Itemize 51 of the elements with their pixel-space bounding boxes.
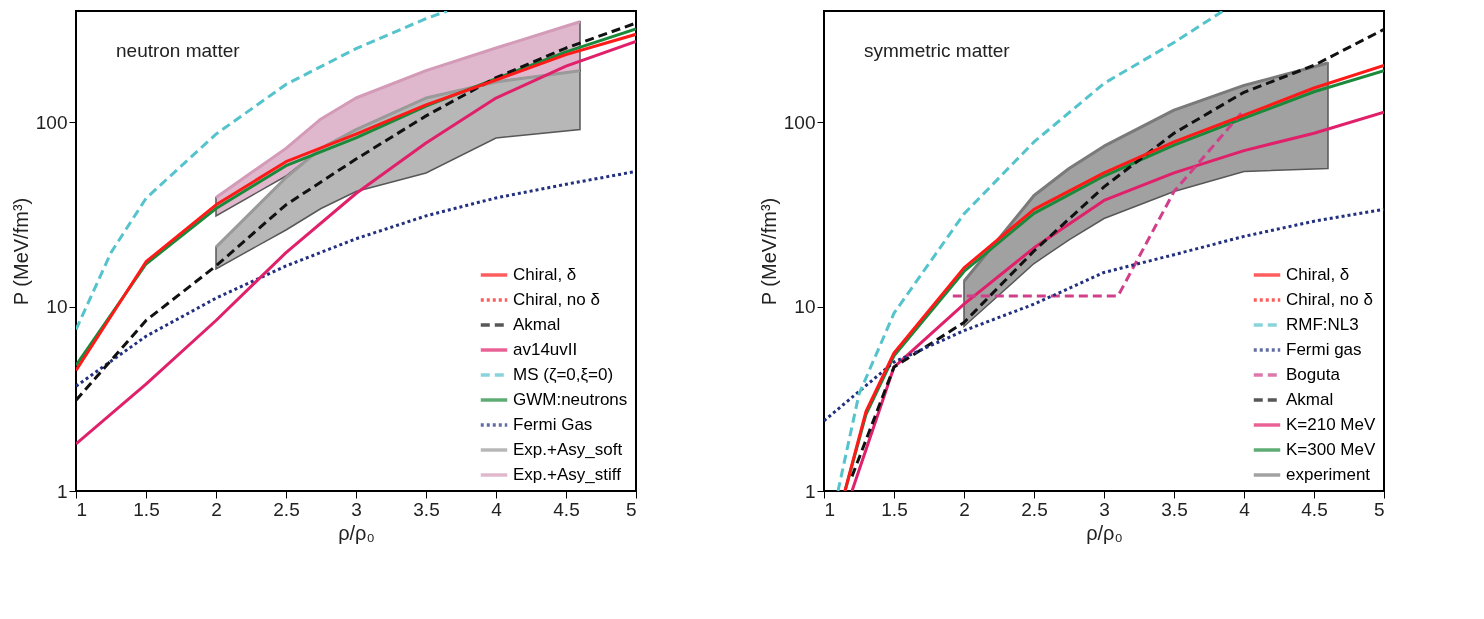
- x-tick-label: 1.5: [881, 498, 908, 520]
- x-tick-label: 2: [959, 498, 970, 520]
- x-tick-label: 5: [625, 498, 637, 520]
- x-tick-label: 3: [351, 498, 362, 520]
- legend-label: Fermi Gas: [513, 415, 593, 434]
- legend-label: Exp.+Asy_stiff: [513, 465, 622, 484]
- legend-label: Chiral, no δ: [513, 290, 600, 309]
- x-tick-label: 1: [824, 498, 836, 520]
- legend-label: MS (ζ=0,ξ=0): [513, 365, 614, 384]
- x-tick-label: 4.5: [1301, 498, 1328, 520]
- x-tick-label: 3.5: [413, 498, 440, 520]
- legend-label: av14uvII: [513, 340, 578, 359]
- y-axis-title: P (MeV/fm³): [9, 197, 32, 306]
- text: neutron matter: [116, 40, 241, 61]
- x-tick-label: 4.5: [553, 498, 580, 520]
- x-axis-title: ρ/ρ₀: [338, 521, 375, 544]
- x-tick-label: 1: [76, 498, 88, 520]
- legend-label: Chiral, no δ: [1286, 290, 1373, 309]
- x-axis-title: ρ/ρ₀: [1086, 521, 1123, 544]
- x-tick-label: 4: [491, 498, 503, 520]
- legend-label: Chiral, δ: [513, 265, 577, 284]
- legend-label: Fermi gas: [1286, 340, 1362, 359]
- x-tick-label: 3.5: [1161, 498, 1188, 520]
- x-tick-label: 2.5: [1021, 498, 1048, 520]
- y-tick-label: 10: [46, 296, 68, 318]
- line-series: [76, 11, 449, 332]
- y-tick-label: 100: [35, 111, 68, 133]
- line-series: [836, 11, 1225, 491]
- legend-label: Chiral, δ: [1286, 265, 1350, 284]
- x-tick-label: 2: [211, 498, 222, 520]
- legend-label: K=300 MeV: [1286, 440, 1376, 459]
- legend-label: Akmal: [513, 315, 561, 334]
- line-series: [76, 169, 636, 388]
- y-tick-label: 10: [794, 296, 816, 318]
- legend-label: Exp.+Asy_soft: [513, 440, 623, 459]
- legend-label: GWM:neutrons: [513, 390, 628, 409]
- x-tick-label: 2.5: [273, 498, 300, 520]
- y-tick-label: 1: [56, 480, 68, 502]
- legend-label: K=210 MeV: [1286, 415, 1376, 434]
- legend-label: Boguta: [1286, 365, 1341, 384]
- x-tick-label: 3: [1099, 498, 1110, 520]
- legend-label: RMF:NL3: [1286, 315, 1359, 334]
- x-tick-label: 5: [1373, 498, 1385, 520]
- x-tick-label: 1.5: [133, 498, 160, 520]
- legend-label: Akmal: [1286, 390, 1334, 409]
- x-tick-label: 4: [1239, 498, 1251, 520]
- text: symmetric matter: [864, 40, 1011, 61]
- y-tick-label: 100: [783, 111, 816, 133]
- y-tick-label: 1: [804, 480, 816, 502]
- y-axis-title: P (MeV/fm³): [757, 197, 780, 306]
- legend-label: experiment: [1286, 465, 1371, 484]
